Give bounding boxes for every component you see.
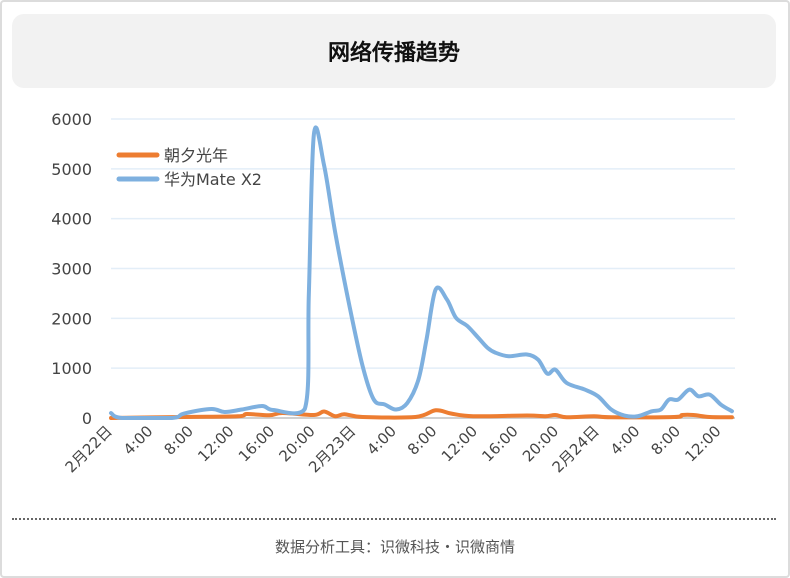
- series-line-1: [109, 125, 734, 420]
- y-tick-label: 5000: [51, 160, 92, 179]
- x-tick-label: 12:00: [438, 422, 481, 465]
- x-tick-label: 12:00: [681, 422, 724, 465]
- x-tick-label: 8:00: [647, 422, 684, 459]
- x-tick-label: 16:00: [478, 422, 521, 465]
- legend-label: 朝夕光年: [164, 146, 228, 165]
- y-tick-label: 2000: [51, 309, 92, 328]
- y-tick-label: 6000: [51, 110, 92, 129]
- page-title: 网络传播趋势: [327, 41, 460, 66]
- footer-credit: 数据分析工具：识微科技・识微商情: [274, 538, 515, 556]
- x-tick-label: 8:00: [404, 422, 441, 459]
- series-line-0: [109, 408, 734, 420]
- y-tick-label: 4000: [51, 210, 92, 229]
- x-tick-label: 2月22日: [62, 422, 116, 476]
- x-tick-label: 4:00: [120, 422, 157, 459]
- y-tick-label: 3000: [51, 260, 92, 279]
- x-tick-label: 16:00: [235, 422, 278, 465]
- x-tick-label: 4:00: [363, 422, 400, 459]
- x-tick-label: 8:00: [160, 422, 197, 459]
- header: 网络传播趋势: [12, 14, 776, 88]
- footer-divider: [12, 518, 776, 520]
- y-tick-label: 0: [82, 409, 92, 428]
- legend-label: 华为Mate X2: [164, 170, 262, 189]
- x-tick-label: 12:00: [194, 422, 237, 465]
- x-tick-label: 4:00: [607, 422, 644, 459]
- y-tick-label: 1000: [51, 359, 92, 378]
